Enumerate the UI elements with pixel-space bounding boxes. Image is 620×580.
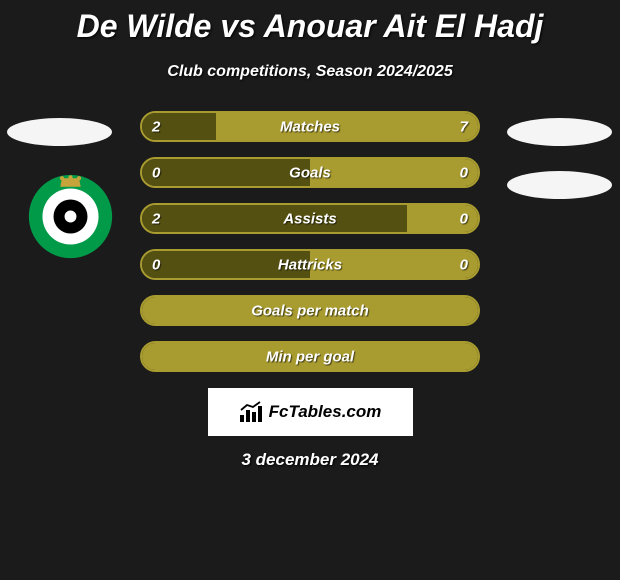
stat-row: Matches27: [140, 111, 480, 142]
player-right-placeholder-1: [507, 118, 612, 146]
date-text: 3 december 2024: [0, 450, 620, 470]
club-badge-icon: [28, 174, 113, 259]
page-title: De Wilde vs Anouar Ait El Hadj: [0, 0, 620, 45]
player-left-placeholder: [7, 118, 112, 146]
stat-seg-right: [310, 159, 478, 186]
stat-row: Goals per match: [140, 295, 480, 326]
stat-seg-right: [142, 297, 478, 324]
stat-row: Hattricks00: [140, 249, 480, 280]
stat-seg-right: [310, 251, 478, 278]
stat-seg-right: [407, 205, 478, 232]
stat-seg-right: [142, 343, 478, 370]
stat-seg-left: [142, 113, 216, 140]
branding-icon: [239, 401, 263, 423]
comparison-chart: Matches27 Goals00 Assists20 Hattricks00 Goal…: [0, 111, 620, 372]
branding-text: FcTables.com: [269, 402, 382, 422]
stat-seg-right: [216, 113, 478, 140]
stat-row: Assists20: [140, 203, 480, 234]
stat-seg-left: [142, 205, 407, 232]
stat-row: Min per goal: [140, 341, 480, 372]
branding-box: FcTables.com: [208, 388, 413, 436]
stat-seg-left: [142, 251, 310, 278]
stat-seg-left: [142, 159, 310, 186]
player-right-placeholder-2: [507, 171, 612, 199]
stat-bars: Matches27 Goals00 Assists20 Hattricks00 Goal…: [140, 111, 480, 372]
subtitle: Club competitions, Season 2024/2025: [0, 63, 620, 81]
stat-row: Goals00: [140, 157, 480, 188]
